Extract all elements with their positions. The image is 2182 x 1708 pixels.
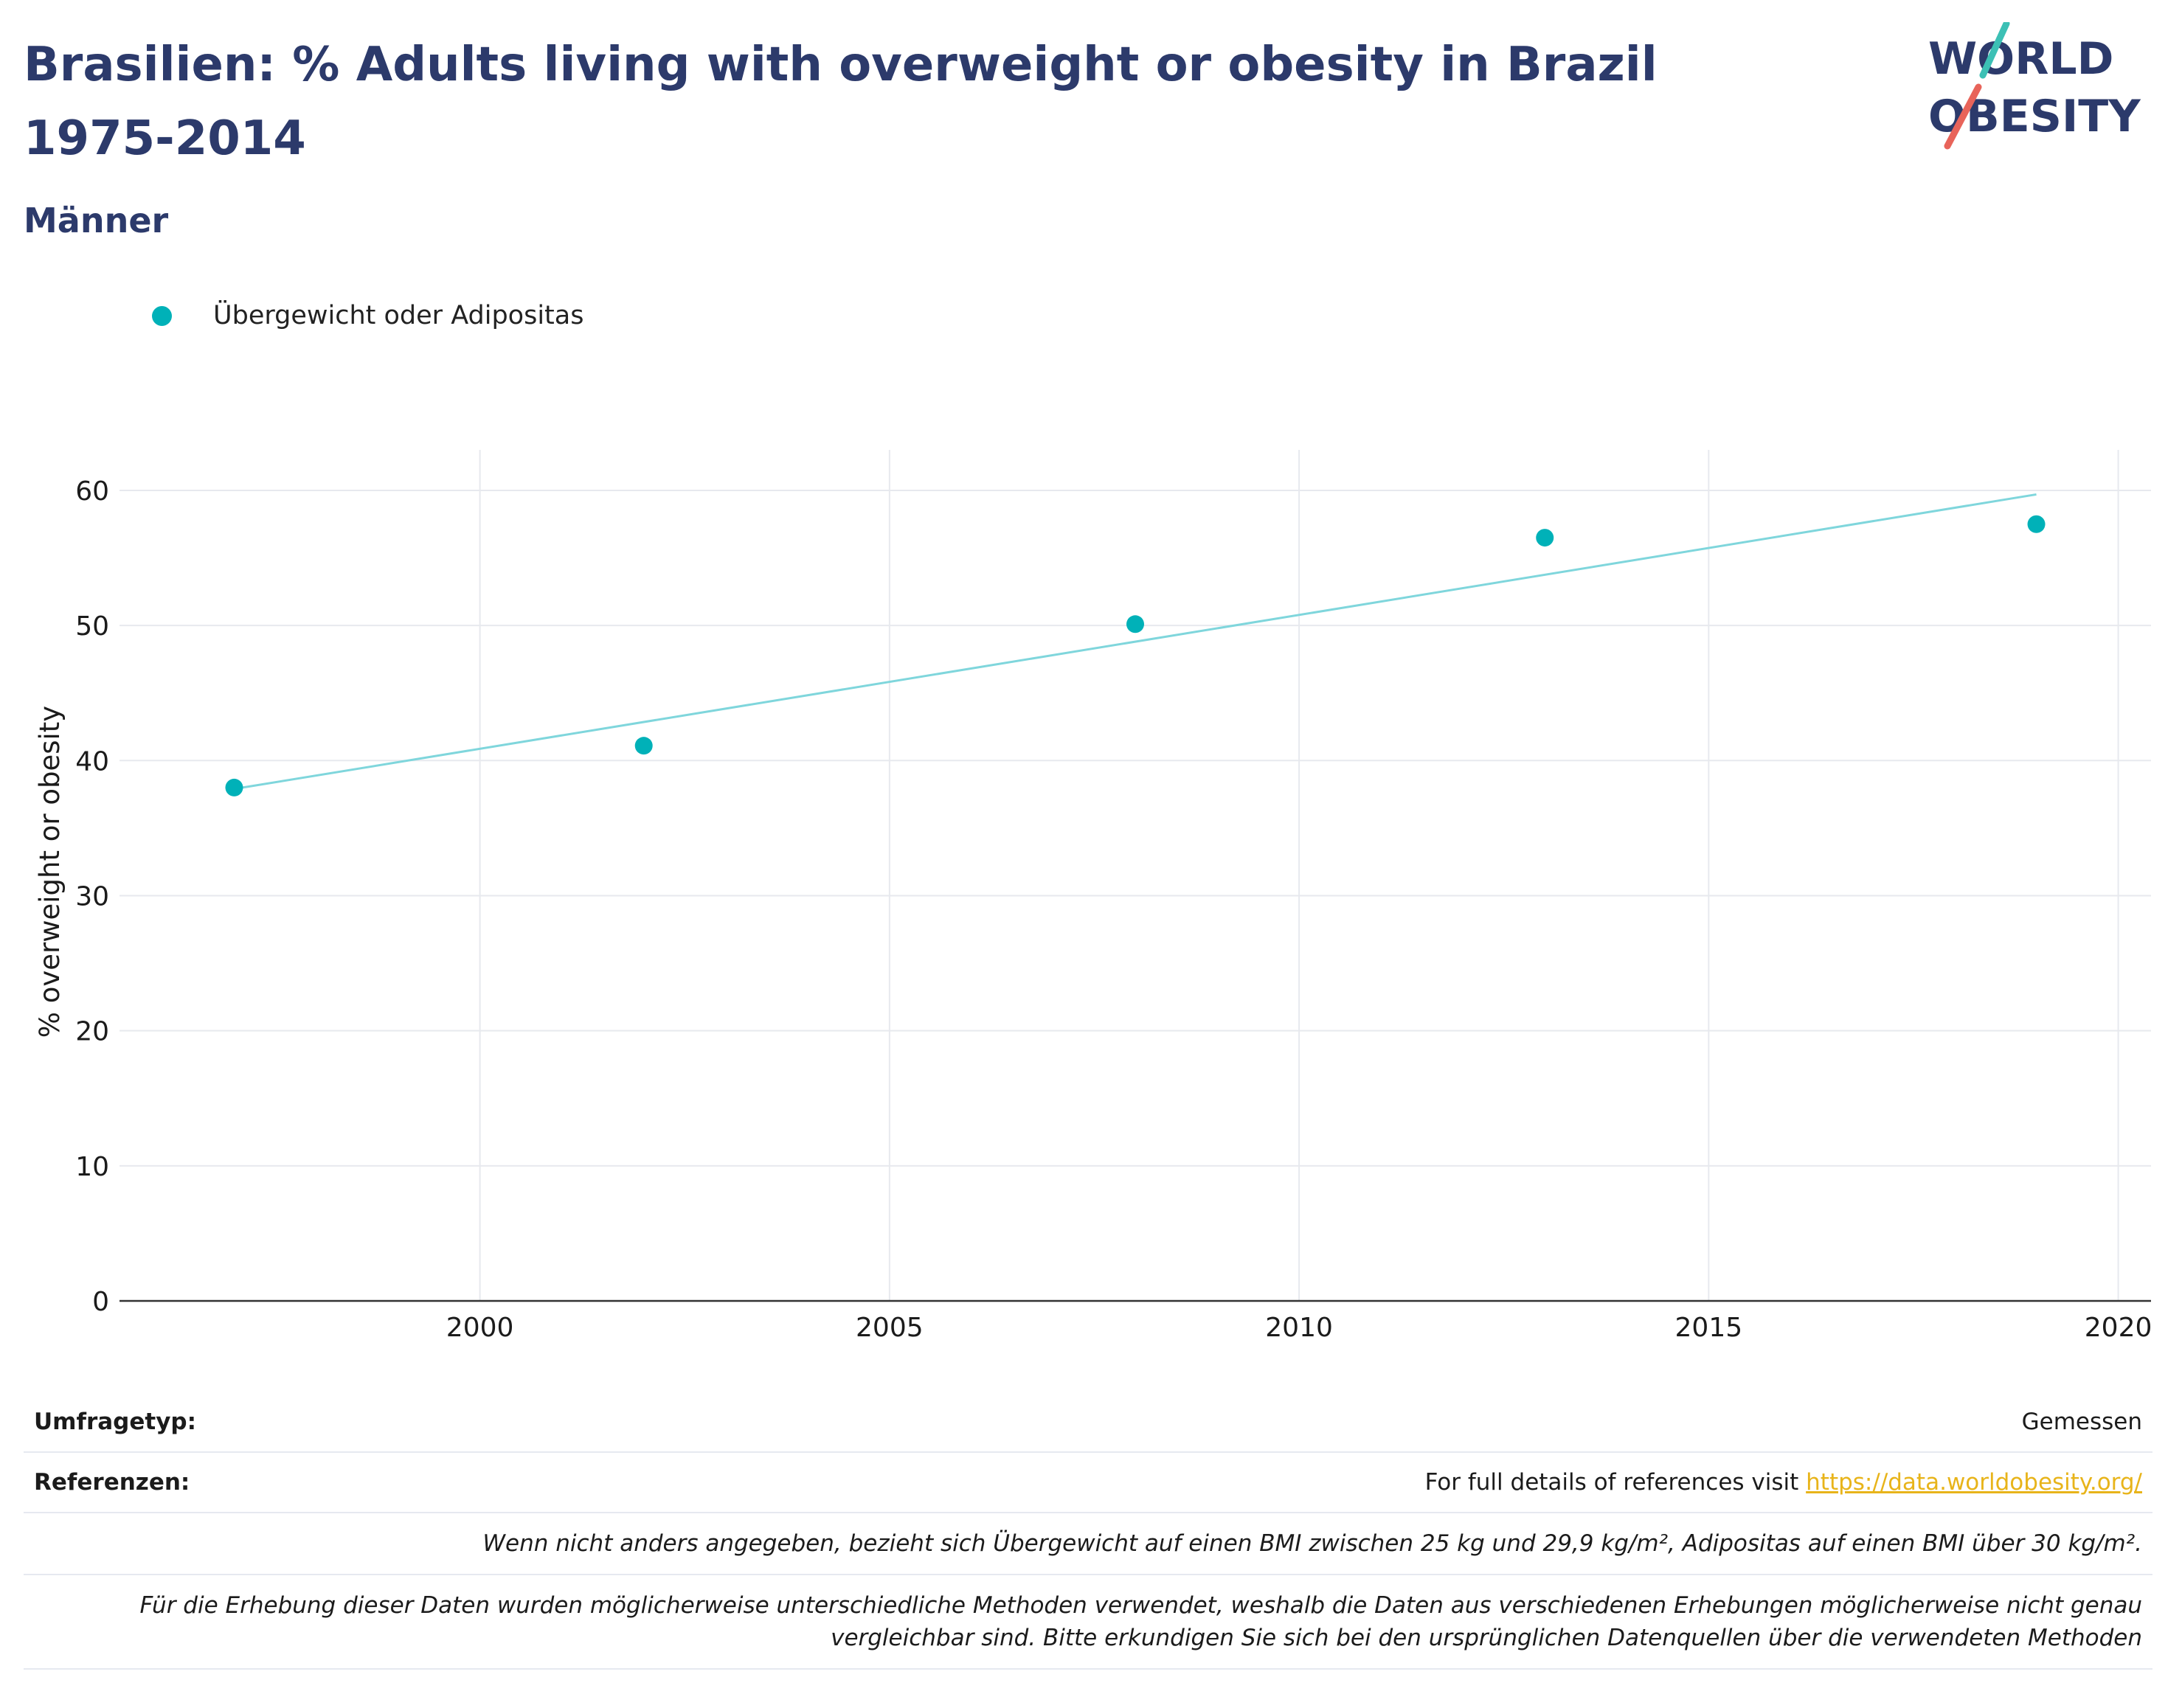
definition-note: Wenn nicht anders angegeben, bezieht sic…	[482, 1530, 2142, 1557]
logo-slash-teal	[1979, 22, 2010, 79]
logo-word-world: WORLD	[1928, 33, 2113, 85]
x-tick-label: 2010	[1265, 1313, 1333, 1343]
y-tick-label: 20	[75, 1017, 109, 1047]
trendline-group	[234, 493, 2037, 791]
scatter-chart: 2000 2005 2010 2015 2020 0 10 20 30 40 50 60 % over…	[34, 450, 2152, 1343]
references-value: For full details of references visit htt…	[1425, 1469, 2142, 1496]
data-point	[1536, 529, 1554, 547]
x-tick-label: 2020	[2085, 1313, 2152, 1343]
methods-note-line1: Für die Erhebung dieser Daten wurden mög…	[139, 1592, 2142, 1619]
data-point	[2027, 515, 2046, 533]
data-points	[225, 515, 2046, 796]
references-link[interactable]: https://data.worldobesity.org/	[1806, 1469, 2142, 1496]
y-tick-label: 40	[75, 746, 109, 777]
x-tick-label: 2000	[446, 1313, 514, 1343]
legend-label: Übergewicht oder Adipositas	[213, 301, 584, 330]
footer-row-survey: Umfragetyp: Gemessen	[24, 1392, 2152, 1453]
data-point	[225, 778, 243, 796]
survey-type-label: Umfragetyp:	[34, 1409, 196, 1435]
data-point	[1126, 615, 1144, 633]
y-tick-label: 0	[92, 1287, 109, 1317]
grid-lines	[120, 450, 2151, 1301]
y-axis-label: % overweight or obesity	[34, 706, 66, 1038]
x-tick-label: 2015	[1675, 1313, 1743, 1343]
y-tick-label: 30	[75, 881, 109, 912]
survey-type-value: Gemessen	[2021, 1409, 2142, 1435]
chart-title: Brasilien: % Adults living with overweig…	[24, 38, 1658, 166]
data-point	[634, 737, 653, 755]
legend[interactable]: Übergewicht oder Adipositas	[152, 295, 583, 336]
world-obesity-logo: WORLD OBESITY	[1928, 22, 2141, 150]
footer-note-methods: Für die Erhebung dieser Daten wurden mög…	[24, 1575, 2152, 1670]
footer-table: Umfragetyp: Gemessen Referenzen: For ful…	[24, 1392, 2152, 1670]
footer-note-definition: Wenn nicht anders angegeben, bezieht sic…	[24, 1513, 2152, 1575]
legend-marker	[152, 305, 172, 326]
references-label: Referenzen:	[34, 1469, 190, 1496]
references-text: For full details of references visit	[1424, 1469, 1807, 1496]
y-tick-label: 50	[75, 611, 109, 642]
logo-slash-red	[1944, 83, 1982, 150]
trendline	[234, 493, 2037, 791]
y-tick-label: 60	[75, 476, 109, 507]
methods-note-line2: vergleichbar sind. Bitte erkundigen Sie …	[831, 1625, 2142, 1651]
footer-row-references: Referenzen: For full details of referenc…	[24, 1453, 2152, 1513]
x-tick-label: 2005	[856, 1313, 924, 1343]
y-tick-label: 10	[75, 1152, 109, 1182]
axes: 2000 2005 2010 2015 2020 0 10 20 30 40 50 60	[75, 476, 2152, 1343]
chart-subtitle: Männer	[24, 201, 169, 240]
